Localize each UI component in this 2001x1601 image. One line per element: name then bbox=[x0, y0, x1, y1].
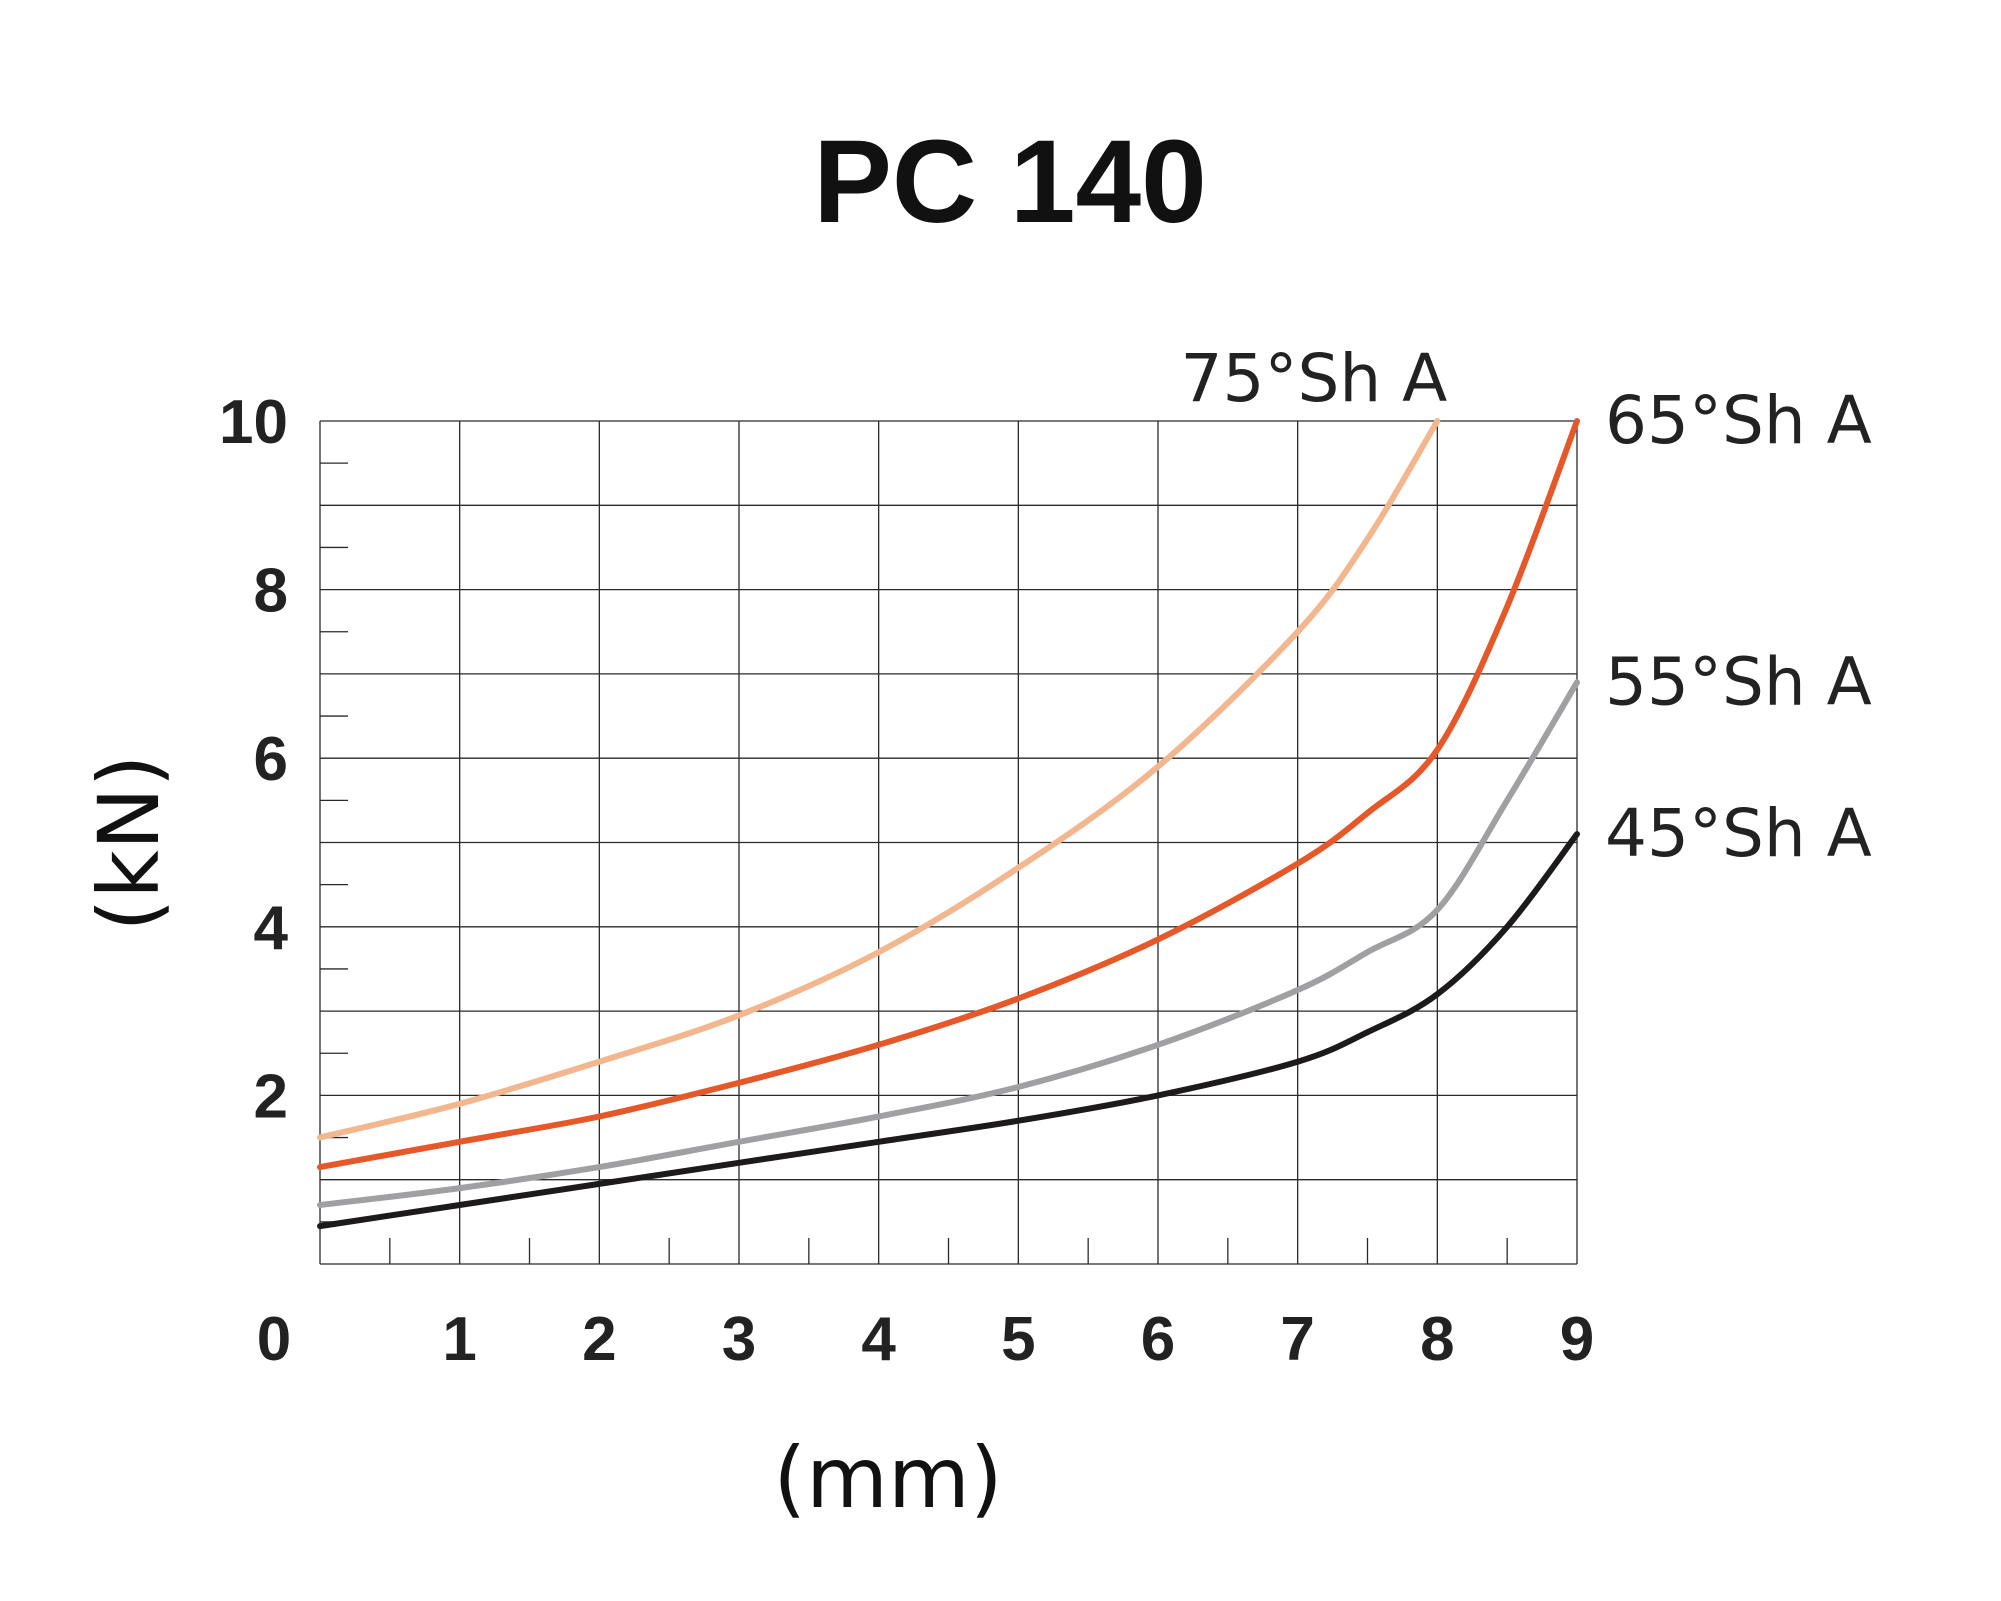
x-axis-label: (mm) bbox=[773, 1429, 1002, 1527]
x-tick-label: 5 bbox=[1001, 1305, 1035, 1374]
x-tick-label: 8 bbox=[1420, 1305, 1454, 1374]
y-axis-label: (kN) bbox=[80, 754, 178, 931]
series-label-75-sh-a: 75°Sh A bbox=[1180, 340, 1447, 417]
series-line-45-sh-a bbox=[317, 831, 1580, 1230]
x-tick-label: 3 bbox=[722, 1305, 756, 1374]
series-label-65-sh-a: 65°Sh A bbox=[1605, 382, 1872, 459]
x-tick-label: 6 bbox=[1141, 1305, 1175, 1374]
y-tick-label: 2 bbox=[254, 1062, 288, 1131]
x-tick-label: 2 bbox=[582, 1305, 616, 1374]
chart-title: PC 140 bbox=[813, 116, 1207, 248]
y-tick-label: 6 bbox=[254, 725, 288, 794]
x-tick-label: 1 bbox=[442, 1305, 476, 1374]
series-line-65-sh-a bbox=[317, 418, 1580, 1171]
y-tick-label: 10 bbox=[219, 388, 288, 457]
series-label-45-sh-a: 45°Sh A bbox=[1605, 795, 1872, 872]
y-tick-labels: 2 4 6 8 10 bbox=[219, 388, 288, 1131]
series-line-55-sh-a bbox=[317, 679, 1580, 1208]
x-tick-labels: 0 1 2 3 4 5 6 7 8 9 bbox=[257, 1305, 1594, 1374]
x-tick-label: 7 bbox=[1280, 1305, 1314, 1374]
x-tick-label: 4 bbox=[861, 1305, 896, 1374]
x-tick-label: 9 bbox=[1560, 1305, 1594, 1374]
series-lines bbox=[317, 418, 1580, 1230]
y-tick-label: 8 bbox=[254, 557, 288, 626]
y-tick-label: 4 bbox=[254, 894, 289, 963]
x-tick-label: 0 bbox=[257, 1305, 291, 1374]
series-label-55-sh-a: 55°Sh A bbox=[1605, 643, 1872, 720]
series-line-75-sh-a bbox=[317, 418, 1441, 1141]
series-labels: 75°Sh A 65°Sh A 55°Sh A 45°Sh A bbox=[1180, 340, 1871, 872]
